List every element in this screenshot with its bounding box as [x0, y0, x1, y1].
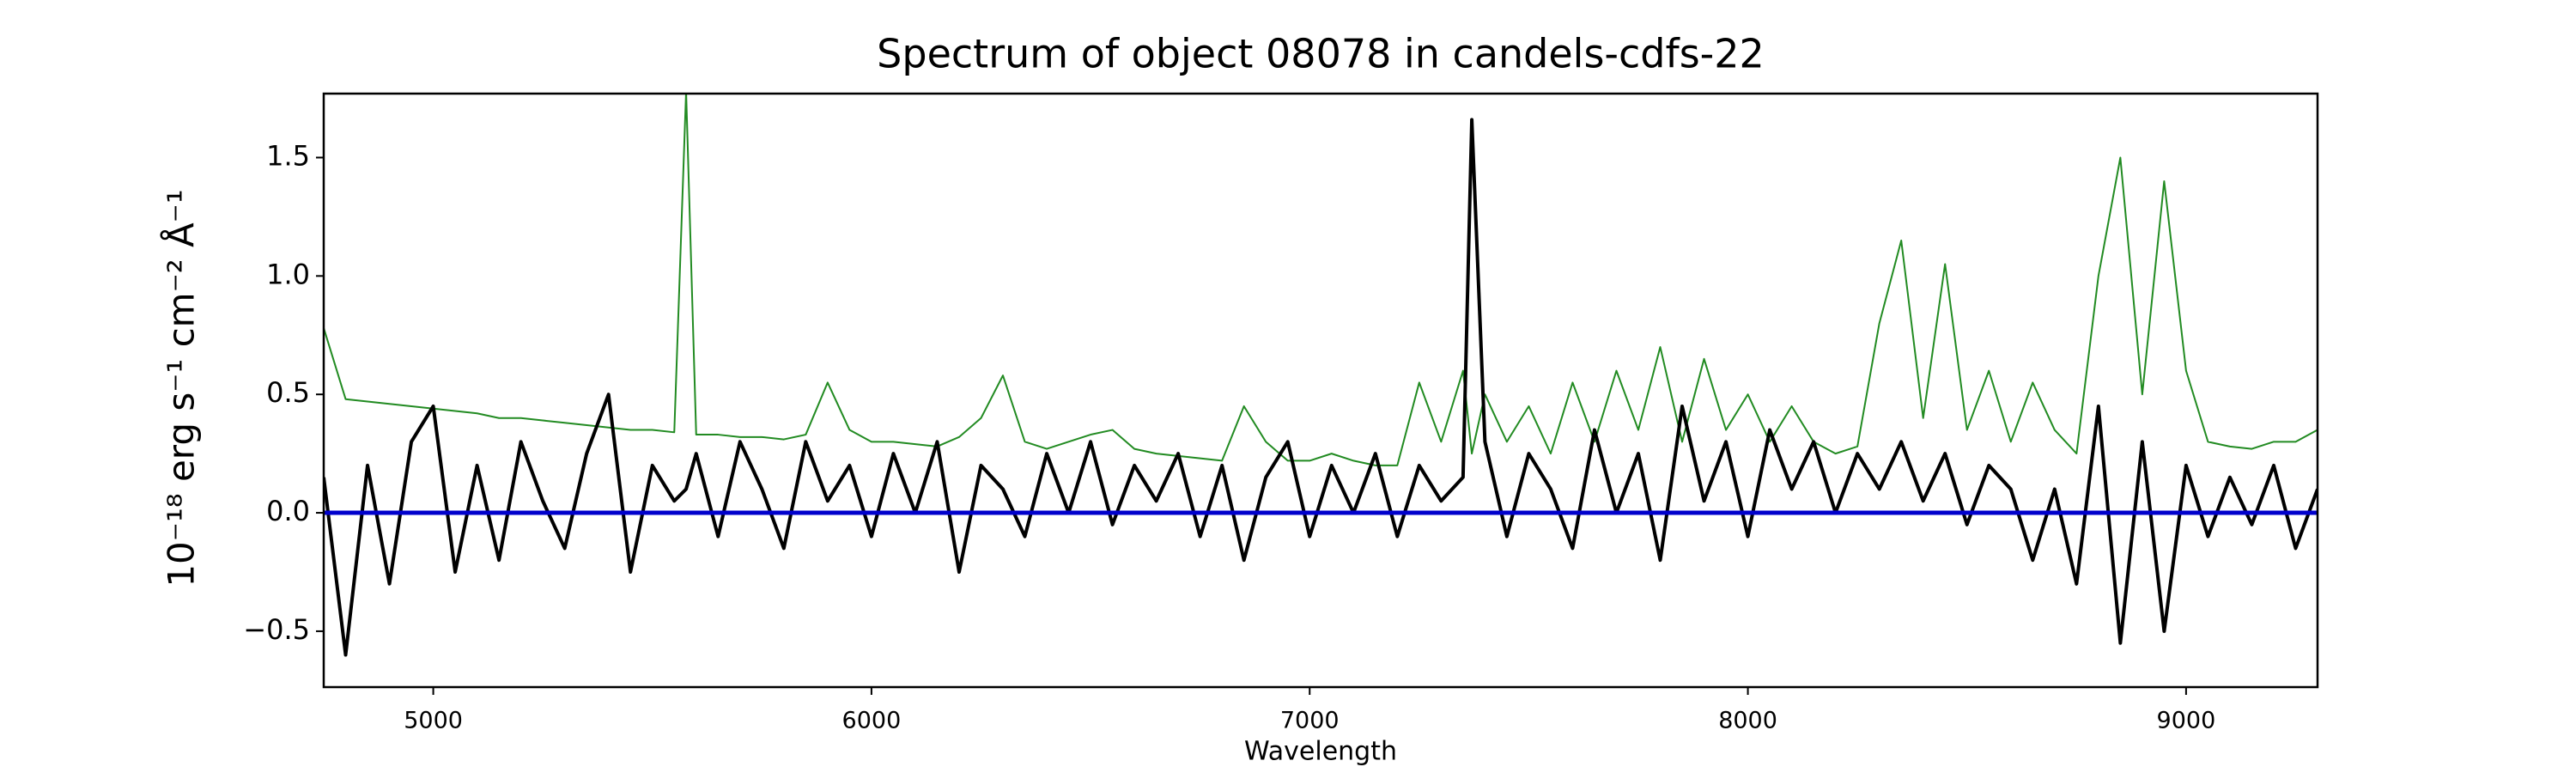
y-tick-label: 0.0: [266, 495, 310, 527]
y-tick-label: 0.5: [266, 376, 310, 409]
y-tick-label: −0.5: [243, 613, 310, 646]
x-tick-label: 6000: [842, 708, 902, 734]
x-axis-label: Wavelength: [1244, 737, 1397, 767]
plot-frame: [322, 92, 2319, 689]
chart-title: Spectrum of object 08078 in candels-cdfs…: [877, 31, 1765, 77]
spectrum-line: [324, 118, 2318, 657]
x-tick-label: 9000: [2157, 708, 2216, 734]
y-tick-label: 1.5: [266, 139, 310, 172]
spectrum-line: [324, 94, 2318, 466]
y-axis-label: 10⁻¹⁸ erg s⁻¹ cm⁻² Å⁻¹: [160, 189, 203, 587]
y-tick-label: 1.0: [266, 258, 310, 290]
x-tick-label: 7000: [1280, 708, 1340, 734]
x-tick-label: 8000: [1718, 708, 1777, 734]
plot-area: [324, 94, 2318, 657]
x-tick-label: 5000: [404, 708, 463, 734]
